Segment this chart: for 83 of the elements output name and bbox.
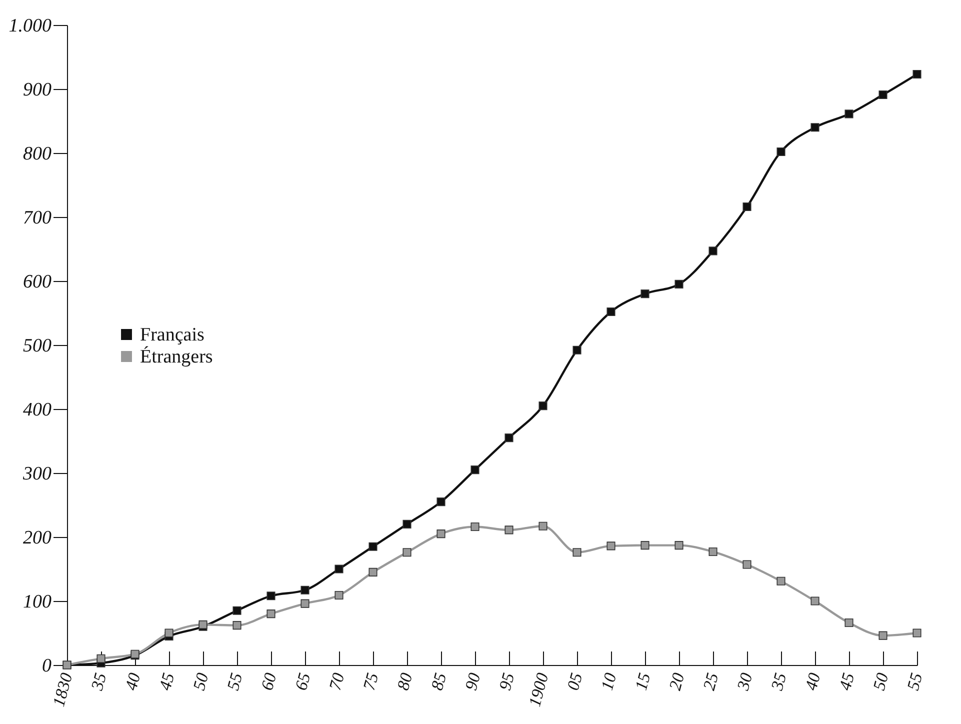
point [640, 290, 650, 298]
point [266, 610, 276, 618]
point [504, 526, 514, 534]
y-tick-label: 400 [23, 400, 52, 420]
y-tick-label: 500 [23, 336, 52, 356]
point [708, 547, 718, 556]
x-tick-label: 45 [835, 670, 858, 692]
point [538, 522, 548, 530]
x-tick-label: 90 [461, 670, 484, 692]
point [640, 541, 650, 550]
point [368, 542, 378, 551]
point [164, 628, 174, 638]
x-tick-label: 1830 [49, 670, 76, 709]
x-tick-label: 50 [869, 670, 892, 692]
point [96, 654, 106, 663]
legend-label: Français [140, 324, 204, 346]
point [742, 560, 752, 569]
x-tick-label: 75 [359, 670, 382, 692]
point [878, 631, 888, 640]
y-tick-label: 600 [23, 272, 52, 292]
point [402, 548, 412, 557]
y-tick-label: 100 [23, 592, 52, 612]
y-tick-label: 300 [22, 464, 52, 484]
point [708, 246, 718, 256]
point [674, 541, 684, 550]
point [368, 568, 378, 576]
point [436, 530, 446, 538]
x-tick-label: 20 [665, 670, 688, 692]
point [606, 307, 616, 316]
point [776, 576, 786, 586]
point [572, 346, 582, 354]
point [878, 90, 888, 100]
x-tick-label: 55 [223, 670, 246, 692]
point [470, 522, 480, 532]
x-tick-label: 60 [257, 670, 280, 692]
x-tick-label: 70 [325, 670, 348, 692]
point [300, 599, 310, 608]
point [232, 621, 242, 630]
x-tick-label: 05 [563, 670, 586, 692]
x-tick-label: 35 [87, 670, 110, 694]
point [436, 498, 446, 506]
x-tick-label: 10 [597, 670, 620, 692]
point [266, 592, 276, 600]
x-tick-label: 15 [631, 670, 654, 692]
point [300, 586, 310, 594]
y-tick-label: 700 [23, 208, 52, 228]
point [538, 402, 548, 410]
x-tick-label: 85 [427, 670, 450, 692]
point [334, 590, 344, 600]
y-tick-label: 1.000 [8, 16, 52, 36]
point [572, 548, 582, 557]
point [674, 280, 684, 288]
point [912, 628, 922, 638]
point [810, 596, 820, 606]
y-tick-label: 900 [23, 80, 52, 100]
x-tick-label: 1900 [525, 670, 552, 709]
x-tick-label: 25 [699, 670, 722, 692]
point [844, 110, 854, 118]
x-tick-label: 95 [495, 670, 518, 692]
point [810, 123, 820, 132]
x-tick-label: 40 [121, 670, 144, 692]
point [402, 520, 412, 528]
y-tick-label: 200 [23, 528, 52, 548]
x-tick-label: 80 [393, 670, 416, 692]
point [504, 434, 514, 442]
x-tick-label: 65 [291, 670, 314, 692]
legend-label: Étrangers [140, 346, 213, 368]
y-tick-label: 0 [42, 656, 52, 676]
point [334, 564, 344, 574]
x-tick-label: 35 [767, 670, 790, 694]
point [776, 147, 786, 156]
point [232, 606, 242, 615]
x-tick-label: 30 [733, 670, 756, 694]
x-tick-label: 50 [189, 670, 212, 692]
point [606, 542, 616, 550]
x-tick-label: 40 [801, 670, 824, 692]
point [742, 202, 752, 212]
y-tick-label: 800 [23, 144, 52, 164]
point [470, 466, 480, 474]
point [912, 70, 922, 79]
x-tick-label: 45 [155, 670, 178, 692]
point [844, 618, 854, 628]
x-tick-label: 55 [903, 670, 926, 692]
